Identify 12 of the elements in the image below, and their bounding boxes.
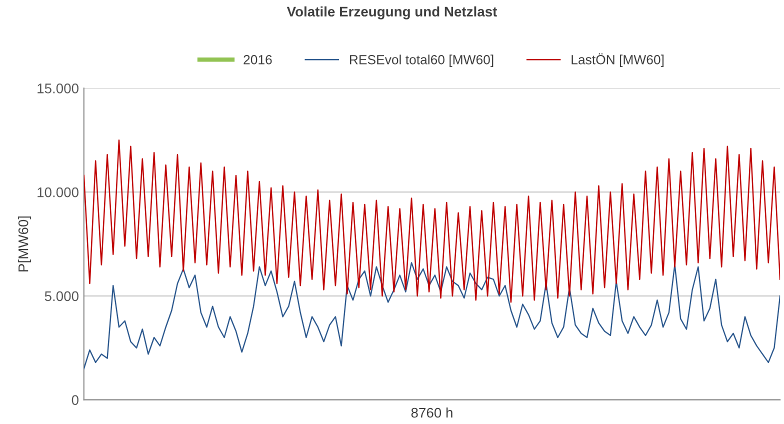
y-tick-label: 10.000 xyxy=(38,187,78,198)
y-tick-label: 15.000 xyxy=(38,84,78,94)
y-tick-label: 5.000 xyxy=(44,291,78,302)
legend-label: 2016 xyxy=(244,55,272,64)
x-axis-title: 8760 h xyxy=(411,407,452,418)
chart-title: Volatile Erzeugung und Netzlast xyxy=(286,6,498,20)
line-series xyxy=(84,262,780,370)
legend-label: LastÖN [MW60] xyxy=(572,53,664,67)
y-axis-title: P[MW60] xyxy=(18,216,31,272)
line-series xyxy=(84,140,780,303)
legend-label: RESEvol total60 [MW60] xyxy=(350,54,494,67)
y-tick-label: 0 xyxy=(72,395,78,405)
